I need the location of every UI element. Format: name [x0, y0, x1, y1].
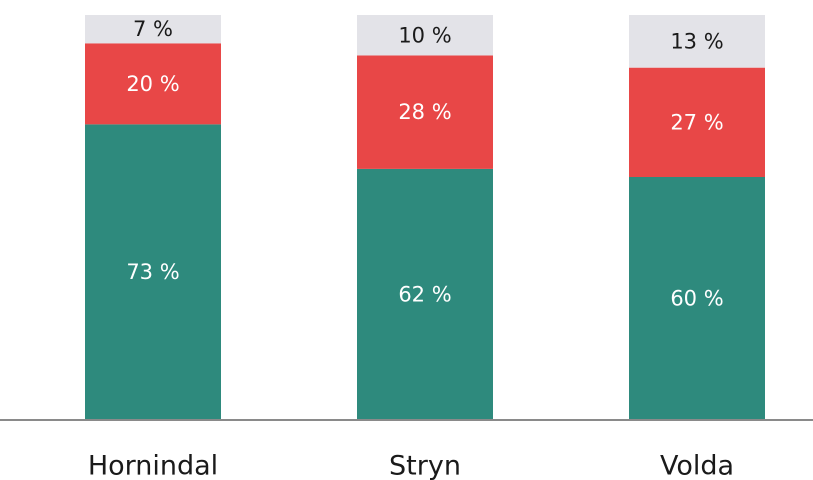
category-label-stryn: Stryn	[389, 451, 461, 480]
bar-segment-hornindal-0	[85, 124, 221, 420]
bar-segment-volda-2	[629, 15, 765, 68]
bar-segment-hornindal-1	[85, 43, 221, 125]
bars-group	[85, 15, 765, 420]
bar-segment-stryn-0	[357, 168, 493, 420]
bar-segment-hornindal-2	[85, 15, 221, 44]
segment-label-stryn-2: 10 %	[398, 23, 451, 47]
segment-label-stryn-0: 62 %	[398, 282, 451, 306]
bar-segment-stryn-1	[357, 55, 493, 169]
bar-segment-volda-1	[629, 67, 765, 177]
bar-segment-stryn-2	[357, 15, 493, 56]
segment-label-volda-2: 13 %	[670, 29, 723, 53]
segment-label-volda-0: 60 %	[670, 287, 723, 311]
segment-label-volda-1: 27 %	[670, 110, 723, 134]
category-label-hornindal: Hornindal	[88, 451, 218, 480]
segment-label-stryn-1: 28 %	[398, 100, 451, 124]
segment-label-hornindal-1: 20 %	[126, 72, 179, 96]
bar-segment-volda-0	[629, 177, 765, 420]
segment-label-hornindal-2: 7 %	[133, 17, 173, 41]
segment-label-hornindal-0: 73 %	[126, 260, 179, 284]
segment-labels-group: 73 % 20 % 7 % 62 % 28 % 10 % 60 % 27 % 13 %	[126, 17, 723, 310]
category-labels-group: Hornindal Stryn Volda	[88, 451, 734, 480]
category-label-volda: Volda	[660, 451, 734, 480]
